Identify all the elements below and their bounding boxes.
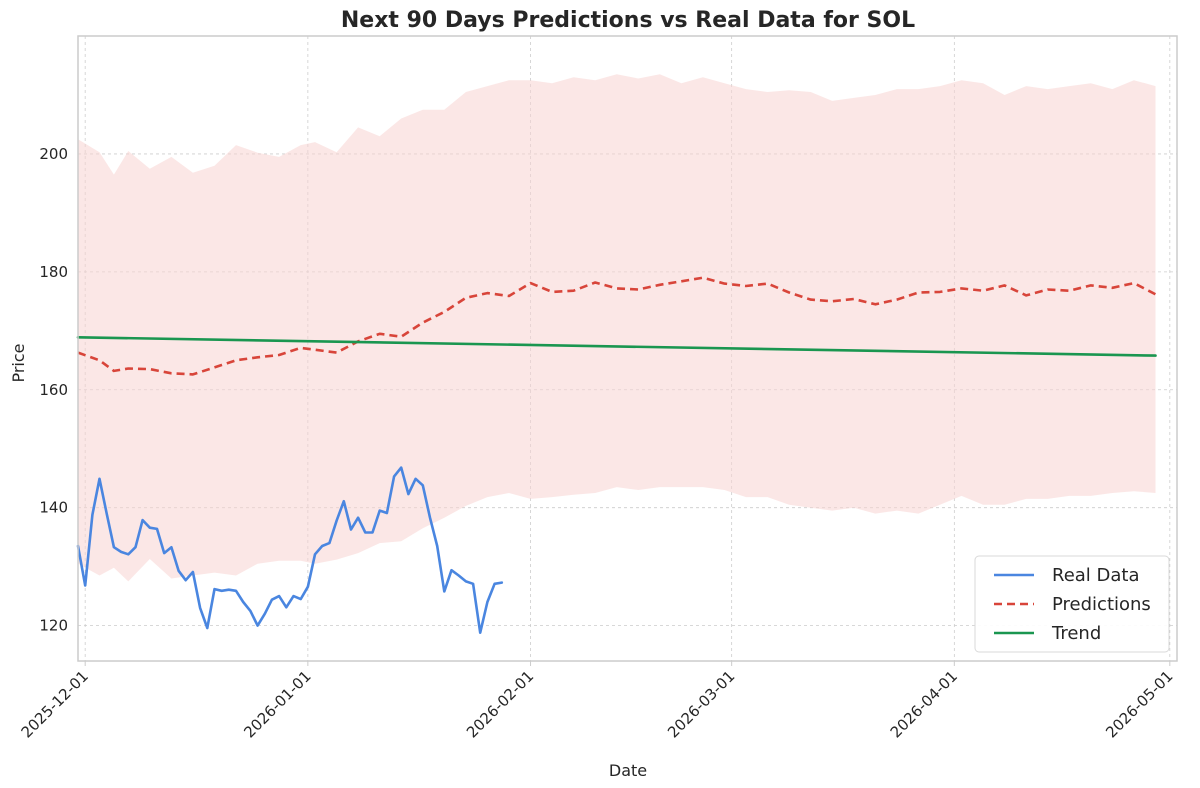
chart-title: Next 90 Days Predictions vs Real Data fo… xyxy=(341,8,915,33)
predictions-line xyxy=(77,276,1157,376)
plot-frame xyxy=(77,35,1178,662)
confidence-band xyxy=(78,74,1156,582)
legend-box xyxy=(974,555,1170,653)
y-axis-label: Price xyxy=(9,343,28,382)
legend-trend-label: Trend xyxy=(1051,623,1101,644)
legend-real-data-label: Real Data xyxy=(1052,565,1140,586)
confidence-band-layer xyxy=(78,74,1156,582)
y-tick-label: 140 xyxy=(39,499,68,517)
y-tick-label: 180 xyxy=(39,263,68,281)
series-layer xyxy=(76,276,1157,635)
y-tick-label: 120 xyxy=(39,617,68,635)
trend-line xyxy=(76,335,1157,357)
real-data-line xyxy=(76,466,504,635)
legend-predictions-label: Predictions xyxy=(1052,594,1151,615)
legend: Real Data Predictions Trend xyxy=(974,555,1170,653)
y-tick-label: 160 xyxy=(39,381,68,399)
x-axis-label: Date xyxy=(609,761,647,780)
y-tick-label: 200 xyxy=(39,145,68,163)
